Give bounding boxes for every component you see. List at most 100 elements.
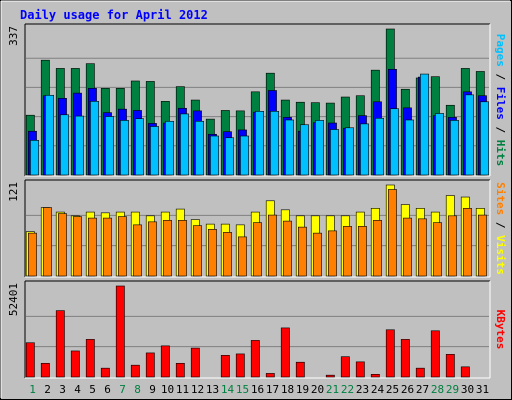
bar-kbytes-day-26: [400, 339, 410, 378]
bar-kbytes-day-27: [415, 367, 425, 378]
bar-kbytes-day-30: [460, 366, 470, 378]
bar-pages-day-5: [90, 101, 99, 176]
bar-pages-day-3: [60, 114, 69, 176]
series-sites: [27, 189, 487, 277]
x-tick-label: 8: [134, 383, 141, 396]
bar-kbytes-day-10: [160, 345, 170, 378]
x-tick-label: 21: [326, 383, 339, 396]
x-tick-label: 29: [446, 383, 459, 396]
x-tick-label: 25: [386, 383, 399, 396]
axis-label-separator: /: [494, 120, 507, 140]
bar-pages-day-18: [285, 119, 294, 176]
chart-title: Daily usage for April 2012: [20, 8, 208, 22]
bar-sites-day-6: [103, 217, 112, 277]
bar-pages-day-7: [120, 120, 129, 176]
bar-pages-day-29: [450, 120, 459, 176]
bar-sites-day-27: [417, 218, 427, 277]
bar-pages-day-4: [75, 115, 84, 176]
bar-pages-day-26: [405, 119, 414, 176]
x-tick-label: 11: [176, 383, 189, 396]
x-tick-label: 24: [371, 383, 385, 396]
bar-sites-day-3: [57, 213, 67, 277]
bar-sites-day-21: [327, 230, 337, 277]
panels-group: 337 Pages / Files / Hits 121 Sites / Visits…: [7, 23, 507, 379]
x-tick-label: 6: [104, 383, 111, 396]
bar-sites-day-22: [342, 226, 352, 277]
panel-max-label: 337: [7, 26, 20, 46]
bar-pages-day-2: [45, 94, 54, 176]
x-tick-label: 14: [221, 383, 235, 396]
bar-kbytes-day-25: [385, 329, 395, 378]
bar-pages-day-15: [240, 135, 249, 176]
x-tick-label: 12: [191, 383, 204, 396]
x-tick-label: 28: [431, 383, 444, 396]
panel-axis-label: KBytes: [494, 310, 507, 350]
bar-pages-day-24: [375, 117, 384, 176]
axis-label-kbytes: KBytes: [494, 310, 507, 350]
bar-kbytes-day-14: [220, 355, 230, 378]
bar-kbytes-day-19: [295, 361, 305, 378]
bar-sites-day-19: [297, 226, 307, 277]
bar-sites-day-12: [193, 225, 202, 277]
bar-pages-day-21: [330, 129, 339, 176]
bar-kbytes-day-6: [100, 367, 110, 378]
x-tick-label: 4: [74, 383, 81, 396]
x-tick-label: 13: [206, 383, 219, 396]
bar-kbytes-day-17: [265, 373, 275, 378]
x-tick-label: 2: [44, 383, 51, 396]
x-tick-label: 18: [281, 383, 294, 396]
x-tick-label: 5: [89, 383, 96, 396]
bar-kbytes-day-15: [235, 353, 245, 378]
panel-axis-label: Sites / Visits: [494, 182, 507, 275]
bar-sites-day-28: [432, 222, 442, 277]
x-tick-label: 7: [119, 383, 126, 396]
panel-max-label: 121: [7, 182, 20, 202]
bar-sites-day-5: [88, 217, 97, 277]
bar-pages-day-23: [360, 123, 369, 176]
bar-sites-day-9: [148, 221, 157, 277]
bar-sites-day-14: [223, 232, 232, 277]
bar-sites-day-1: [27, 232, 37, 277]
panel-2: 121 Sites / Visits: [7, 179, 507, 278]
bar-kbytes-day-16: [250, 340, 260, 378]
bar-sites-day-8: [133, 224, 142, 277]
x-tick-label: 31: [476, 383, 489, 396]
bar-pages-day-16: [255, 111, 264, 176]
bar-sites-day-16: [253, 222, 262, 277]
bar-pages-day-19: [300, 124, 309, 176]
bar-sites-day-31: [477, 214, 487, 277]
bar-sites-day-26: [402, 217, 412, 277]
series-pages: [30, 73, 489, 176]
bar-sites-day-10: [163, 220, 172, 277]
bar-pages-day-17: [270, 111, 279, 176]
axis-label-sites: Sites: [494, 182, 507, 215]
axis-label-visits: Visits: [494, 235, 507, 275]
bar-pages-day-8: [135, 118, 144, 176]
panel-1: 337 Pages / Files / Hits: [7, 23, 507, 177]
bar-kbytes-day-1: [25, 342, 35, 378]
bar-kbytes-day-28: [430, 330, 440, 378]
axis-label-separator: /: [494, 67, 507, 87]
axis-label-separator: /: [494, 215, 507, 235]
bar-pages-day-10: [165, 120, 174, 176]
x-tick-label: 15: [236, 383, 249, 396]
x-tick-label: 16: [251, 383, 264, 396]
bar-kbytes-day-21: [325, 374, 335, 378]
bar-sites-day-11: [178, 220, 187, 277]
x-tick-label: 22: [341, 383, 354, 396]
bar-sites-day-13: [208, 229, 217, 277]
bar-kbytes-day-3: [55, 310, 65, 378]
axis-label-files: Files: [494, 87, 507, 120]
bar-pages-day-14: [225, 137, 234, 176]
bar-kbytes-day-18: [280, 327, 290, 378]
bar-pages-day-6: [105, 116, 114, 176]
x-tick-label: 19: [296, 383, 309, 396]
x-tick-label: 17: [266, 383, 279, 396]
x-tick-label: 23: [356, 383, 369, 396]
bar-kbytes-day-11: [175, 362, 185, 378]
bar-sites-day-25: [387, 189, 397, 277]
bar-pages-day-25: [390, 108, 399, 176]
bar-sites-day-24: [372, 220, 382, 277]
